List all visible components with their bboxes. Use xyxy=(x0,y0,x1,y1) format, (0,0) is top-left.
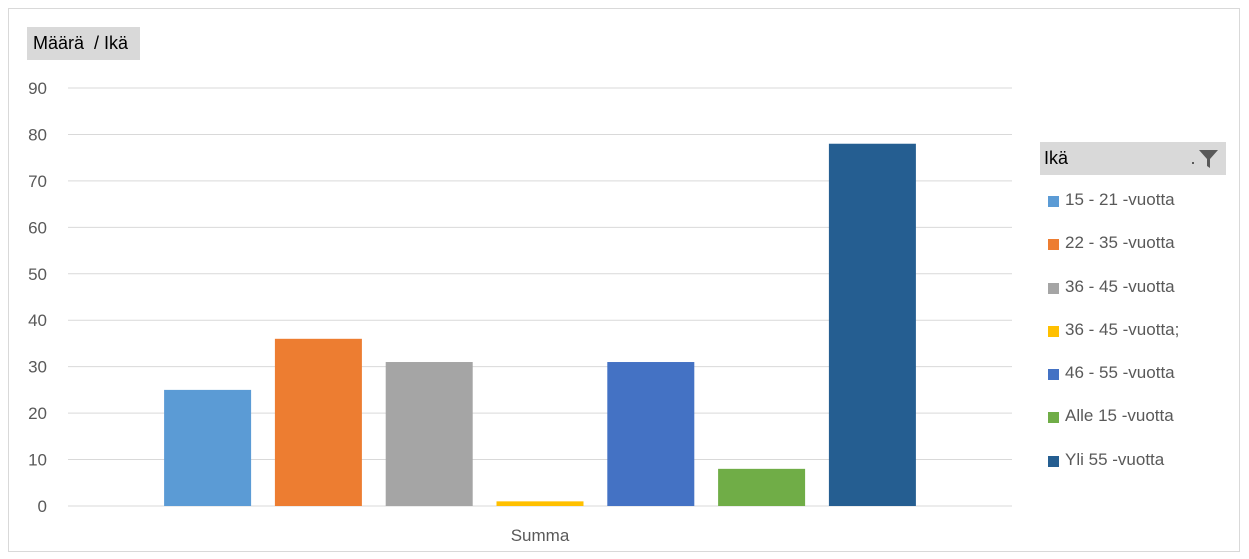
legend-label: 36 - 45 -vuotta; xyxy=(1065,319,1180,339)
legend-field-header[interactable]: Ikä xyxy=(1040,142,1226,175)
bar-46-55-vuotta[interactable] xyxy=(607,362,695,506)
legend-swatch xyxy=(1048,412,1059,424)
legend-swatch xyxy=(1048,455,1059,467)
filter-funnel-icon[interactable] xyxy=(1190,148,1220,170)
y-tick-label: 30 xyxy=(28,358,47,377)
legend-label: 36 - 45 -vuotta xyxy=(1065,276,1175,296)
y-tick-label: 0 xyxy=(38,497,47,516)
bar-22-35-vuotta[interactable] xyxy=(274,338,362,506)
y-tick-label: 70 xyxy=(28,172,47,191)
bar-yli-55-vuotta[interactable] xyxy=(828,143,916,506)
y-tick-label: 50 xyxy=(28,265,47,284)
x-axis-categories: Summa xyxy=(511,526,570,545)
y-tick-label: 10 xyxy=(28,451,47,470)
x-category-label: Summa xyxy=(511,526,570,545)
legend-label: 15 - 21 -vuotta xyxy=(1065,190,1175,209)
bars xyxy=(164,143,916,506)
legend-swatch xyxy=(1048,325,1059,337)
legend-swatch xyxy=(1048,239,1059,251)
legend-title: Ikä xyxy=(1044,148,1069,168)
legend-swatch xyxy=(1048,369,1059,381)
legend-swatch xyxy=(1048,196,1059,207)
y-tick-label: 90 xyxy=(28,79,47,98)
value-field-button[interactable]: Määrä / Ikä xyxy=(27,27,141,60)
bar-alle-15-vuotta[interactable] xyxy=(718,468,806,506)
legend-swatch xyxy=(1048,282,1059,294)
legend-label: 46 - 55 -vuotta xyxy=(1065,363,1175,383)
bar-36-45-vuotta[interactable] xyxy=(385,362,473,506)
legend-label: 22 - 35 -vuotta xyxy=(1065,233,1175,253)
legend-label: Yli 55 -vuotta xyxy=(1065,449,1165,469)
y-axis-ticks: 0 10 20 30 40 50 60 70 80 90 xyxy=(28,79,47,516)
bar-15-21-vuotta[interactable] xyxy=(164,389,252,506)
y-tick-label: 20 xyxy=(28,404,47,423)
legend-label: Alle 15 -vuotta xyxy=(1065,406,1174,426)
bar-36-45-vuotta[interactable] xyxy=(496,501,584,506)
y-tick-label: 60 xyxy=(28,218,47,237)
y-tick-label: 80 xyxy=(28,125,47,144)
y-tick-label: 40 xyxy=(28,311,47,330)
